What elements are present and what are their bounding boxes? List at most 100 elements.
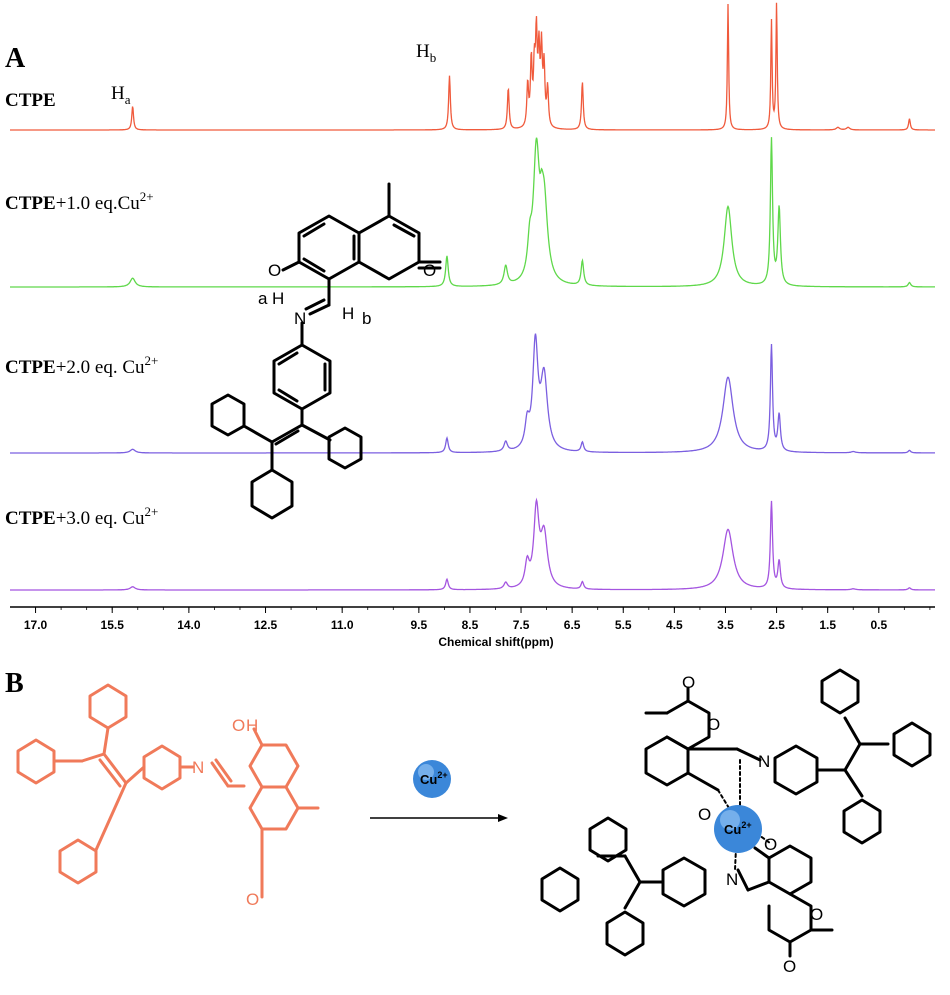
bond	[686, 771, 720, 792]
atom-h: H	[342, 304, 354, 323]
atom-n: N	[294, 309, 306, 328]
bond	[300, 423, 332, 442]
bond	[281, 260, 301, 272]
x-tick-label: 2.5	[768, 618, 785, 632]
bond	[102, 726, 110, 756]
spectrum-trace-3	[10, 333, 935, 454]
peak-label-hb: Hb	[416, 41, 436, 65]
x-tick-label: 9.5	[410, 618, 427, 632]
lactone-ring	[357, 214, 421, 281]
trace-label-2eq: CTPE+2.0 eq. Cu2+	[5, 353, 158, 378]
bond	[277, 351, 299, 366]
atom-h: H	[246, 716, 258, 735]
bond	[735, 747, 762, 762]
phenyl-ring	[210, 393, 246, 437]
bond	[80, 752, 106, 763]
bond	[843, 768, 864, 798]
bond	[277, 388, 299, 403]
x-tick-label: 3.5	[717, 618, 734, 632]
x-tick-label: 4.5	[666, 618, 683, 632]
phenyl-ring	[588, 816, 628, 863]
reactant-atoms: N O H O	[192, 716, 259, 909]
phenylene-ring	[773, 744, 819, 796]
x-tick-label: 14.0	[177, 618, 201, 632]
inset-atoms: O H a O N H b	[258, 261, 436, 328]
atom-label-a: a	[258, 289, 268, 308]
atom-n: N	[726, 870, 738, 889]
phenyl-ring	[58, 838, 98, 885]
bond	[753, 846, 771, 860]
phenylene-ring	[142, 744, 182, 791]
bond	[98, 758, 122, 788]
x-axis-title: Chemical shift(ppm)	[438, 635, 553, 649]
nmr-spectra	[10, 2, 935, 591]
trace-label-ctpe: CTPE	[5, 90, 56, 111]
phenyl-ring	[250, 468, 294, 520]
atom-o: O	[698, 805, 711, 824]
spectrum-trace-1	[10, 2, 935, 131]
trace-label-3eq: CTPE+3.0 eq. Cu2+	[5, 504, 158, 529]
atom-o: O	[783, 957, 796, 976]
x-tick-label: 5.5	[615, 618, 632, 632]
phenyl-ring	[842, 798, 882, 845]
ion-sphere-highlight	[720, 810, 740, 830]
peak-label-ha: Ha	[111, 83, 131, 107]
complex-atoms: O O N O O N O O	[682, 673, 823, 976]
x-ticks: 17.0 15.5 14.0 12.5 11.0 9.5 8.5 7.5 6.5 5.5 4.5 3.…	[24, 607, 931, 632]
x-tick-label: 1.5	[819, 618, 836, 632]
atom-o: O	[707, 715, 720, 734]
bond	[102, 752, 128, 785]
phenyl-ring	[540, 866, 580, 913]
phenyl-ring	[605, 910, 645, 957]
spectrum-trace-4	[10, 497, 935, 591]
atom-o: O	[268, 261, 281, 280]
trace-label-1eq: CTPE+1.0 eq.Cu2+	[5, 189, 154, 214]
coumarin-ring	[644, 735, 690, 787]
bond	[302, 222, 326, 238]
atom-o: O	[232, 716, 245, 735]
atom-o: O	[246, 890, 259, 909]
x-tick-label: 17.0	[24, 618, 48, 632]
x-tick-label: 8.5	[462, 618, 479, 632]
atom-o: O	[810, 905, 823, 924]
lactone-ring	[767, 892, 813, 944]
bond	[304, 298, 326, 311]
reactant-ctpe	[16, 683, 320, 899]
coumarin-ring-a	[297, 214, 361, 281]
ion-label: Cu2+	[420, 770, 448, 787]
bond	[242, 424, 274, 444]
phenyl-ring	[327, 426, 363, 470]
bond	[843, 742, 862, 772]
bond	[302, 257, 326, 273]
bond	[274, 429, 300, 446]
x-tick-label: 15.5	[101, 618, 125, 632]
atom-h: H	[272, 289, 284, 308]
bond	[210, 761, 230, 788]
phenyl-ring	[88, 683, 128, 730]
bond	[252, 727, 264, 747]
atom-o: O	[764, 835, 777, 854]
ctpe-structure-inset	[210, 182, 442, 520]
atom-n: N	[758, 752, 770, 771]
atom-o: O	[423, 261, 436, 280]
phenyl-ring	[16, 738, 56, 785]
x-tick-label: 0.5	[870, 618, 887, 632]
bond	[746, 880, 771, 892]
bond	[124, 765, 146, 785]
phenol-ring	[248, 743, 300, 789]
phenylene-ring	[661, 856, 707, 908]
x-tick-label: 6.5	[564, 618, 581, 632]
ion-sphere-highlight	[418, 764, 434, 780]
atom-n: N	[192, 758, 204, 777]
panel-a-letter: A	[5, 43, 26, 74]
bond	[736, 868, 750, 892]
atom-o: O	[682, 673, 695, 692]
x-tick-label: 12.5	[254, 618, 278, 632]
bond	[623, 880, 642, 910]
bond	[308, 303, 331, 316]
cu-ion-reagent: Cu2+	[413, 760, 451, 798]
bond	[843, 716, 862, 746]
reaction-arrowhead	[498, 814, 508, 822]
bond	[270, 423, 304, 444]
